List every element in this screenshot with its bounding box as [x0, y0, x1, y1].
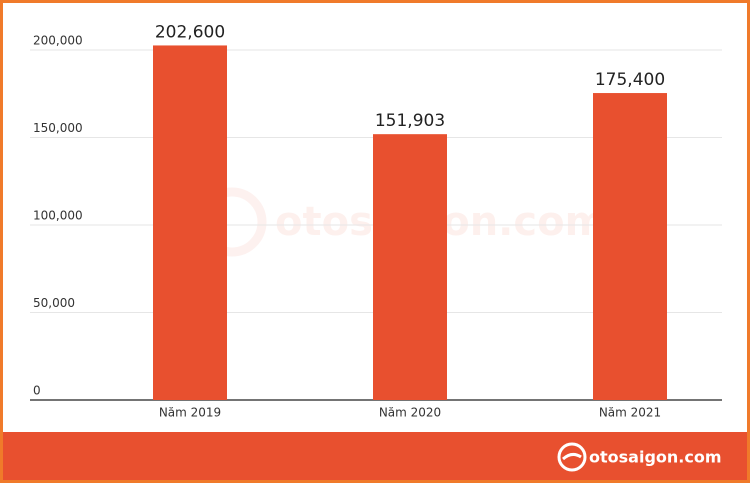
y-tick-label: 150,000: [33, 121, 83, 135]
y-tick-label: 100,000: [33, 209, 83, 223]
value-label: 175,400: [595, 70, 665, 90]
bar: [593, 93, 667, 401]
y-tick-label: 200,000: [33, 34, 83, 48]
bar: [153, 45, 227, 400]
footer-band: [0, 432, 750, 483]
y-tick-label: 50,000: [33, 296, 75, 310]
x-tick-label: Năm 2021: [599, 406, 661, 420]
y-tick-label: 0: [33, 384, 41, 398]
x-tick-label: Năm 2019: [159, 406, 221, 420]
bar: [373, 134, 447, 401]
x-tick-label: Năm 2020: [379, 406, 441, 420]
value-label: 151,903: [375, 111, 445, 131]
footer-logo: [557, 442, 587, 472]
footer-text: otosaigon.com: [589, 448, 722, 467]
value-label: 202,600: [155, 22, 225, 42]
